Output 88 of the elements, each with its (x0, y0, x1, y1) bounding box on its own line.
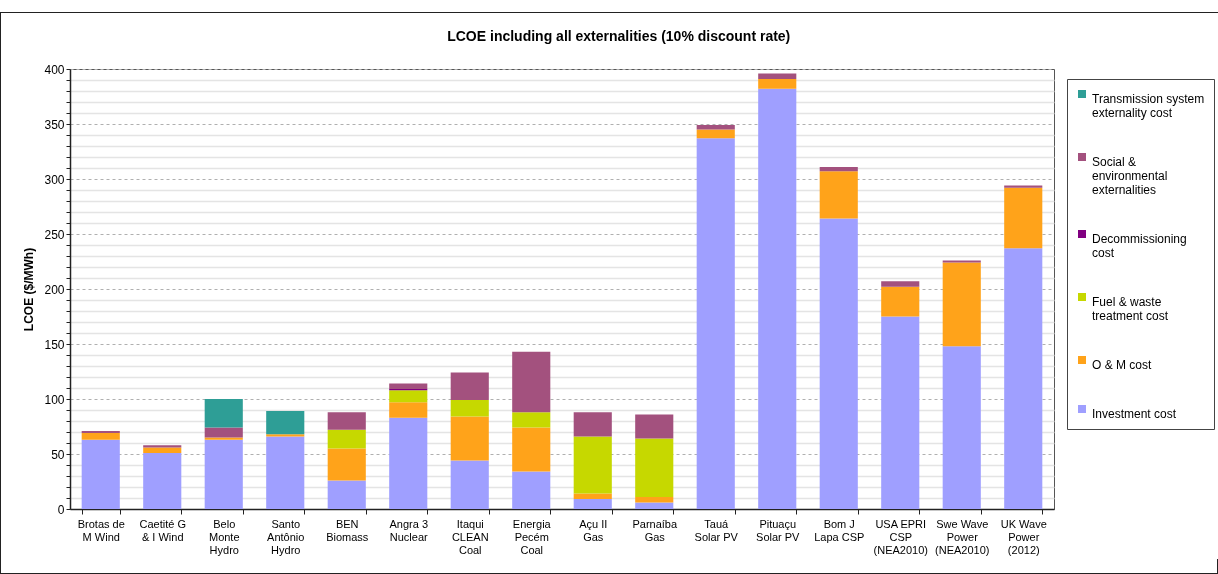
bar (266, 436, 305, 509)
x-tick-label: Belo Monte Hydro (208, 517, 240, 556)
y-tick-label: 250 (44, 227, 65, 242)
legend-label: Fuel & waste treatment cost (1092, 295, 1169, 323)
bar (512, 427, 551, 472)
y-tick-label: 350 (44, 117, 65, 132)
bar (819, 166, 858, 172)
bar (573, 412, 612, 437)
bar (758, 73, 797, 79)
x-tick-label: Parnaíba Gas (632, 517, 678, 543)
bar (942, 262, 981, 347)
bar (1004, 187, 1043, 249)
bar (696, 138, 735, 509)
bar (389, 402, 428, 418)
bar (512, 471, 551, 509)
bar (143, 452, 182, 509)
bar (819, 171, 858, 219)
bar (81, 430, 120, 434)
bar (635, 438, 674, 497)
legend-label: O & M cost (1092, 358, 1153, 372)
y-tick-label: 300 (44, 172, 65, 187)
bar (635, 502, 674, 509)
bar (389, 417, 428, 509)
bar (635, 496, 674, 503)
bar (327, 429, 366, 449)
bar (819, 218, 858, 509)
bar (450, 372, 489, 401)
bar (1004, 248, 1043, 509)
x-tick-label: Santo Antônio Hydro (267, 517, 305, 556)
y-tick-label: 50 (51, 447, 65, 462)
bar (143, 447, 182, 453)
bar (942, 260, 981, 263)
x-tick-label: Brotas de M Wind (77, 517, 125, 543)
bar (143, 445, 182, 448)
x-tick-label: Pituaçu Solar PV (756, 517, 801, 543)
y-tick-label: 150 (44, 337, 65, 352)
bar (942, 346, 981, 509)
bar (573, 493, 612, 500)
bar (881, 316, 920, 509)
x-tick-label: Bom J Lapa CSP (814, 517, 865, 543)
bar (881, 281, 920, 287)
y-axis-title: LCOE ($/MWh) (22, 247, 37, 332)
bar (635, 414, 674, 439)
x-tick-label: Açu II Gas (579, 517, 608, 543)
y-tick-label: 400 (44, 62, 65, 77)
x-tick-label: BEN Biomass (326, 517, 369, 543)
bar (758, 78, 797, 89)
x-tick-label: Itaqui CLEAN Coal (451, 517, 489, 556)
y-tick-label: 100 (44, 392, 65, 407)
legend-label: Social & environmental externalities (1092, 155, 1168, 197)
bar (204, 439, 243, 509)
x-tick-label: UK Wave Power (2012) (1000, 517, 1047, 556)
bar (573, 499, 612, 509)
chart-title: LCOE including all externalities (10% discount rate) (447, 28, 791, 44)
bar (512, 351, 551, 413)
bar (1004, 185, 1043, 188)
bar (266, 411, 305, 435)
bar (450, 400, 489, 417)
y-tick-label: 0 (57, 502, 65, 517)
bar (450, 460, 489, 509)
bar (512, 412, 551, 428)
x-tick-label: Energia Pecém Coal (512, 517, 552, 556)
y-tick-label: 200 (44, 282, 65, 297)
bar (204, 399, 243, 428)
x-tick-label: USA EPRI CSP (NEA2010) (873, 517, 928, 556)
bar (758, 88, 797, 509)
bar (204, 437, 243, 440)
bar (266, 434, 305, 437)
bar (204, 427, 243, 438)
x-tick-label: Tauá Solar PV (694, 517, 739, 543)
bar (81, 439, 120, 509)
bar (389, 390, 428, 403)
legend-label: Decommissioning cost (1092, 232, 1187, 260)
bar (696, 125, 735, 130)
legend-label: Transmission system externality cost (1092, 92, 1205, 120)
bar (327, 448, 366, 481)
x-tick-label: Swe Wave Power (NEA2010) (935, 517, 990, 556)
bar (573, 436, 612, 494)
bar (450, 416, 489, 461)
x-tick-label: Caetité G & I Wind (139, 517, 186, 543)
bar (389, 383, 428, 390)
legend-label: Investment cost (1092, 407, 1177, 421)
bar (881, 286, 920, 317)
bar (696, 129, 735, 139)
bar (327, 480, 366, 509)
bar (81, 433, 120, 440)
bar (327, 412, 366, 430)
x-tick-label: Angra 3 Nuclear (389, 517, 429, 543)
